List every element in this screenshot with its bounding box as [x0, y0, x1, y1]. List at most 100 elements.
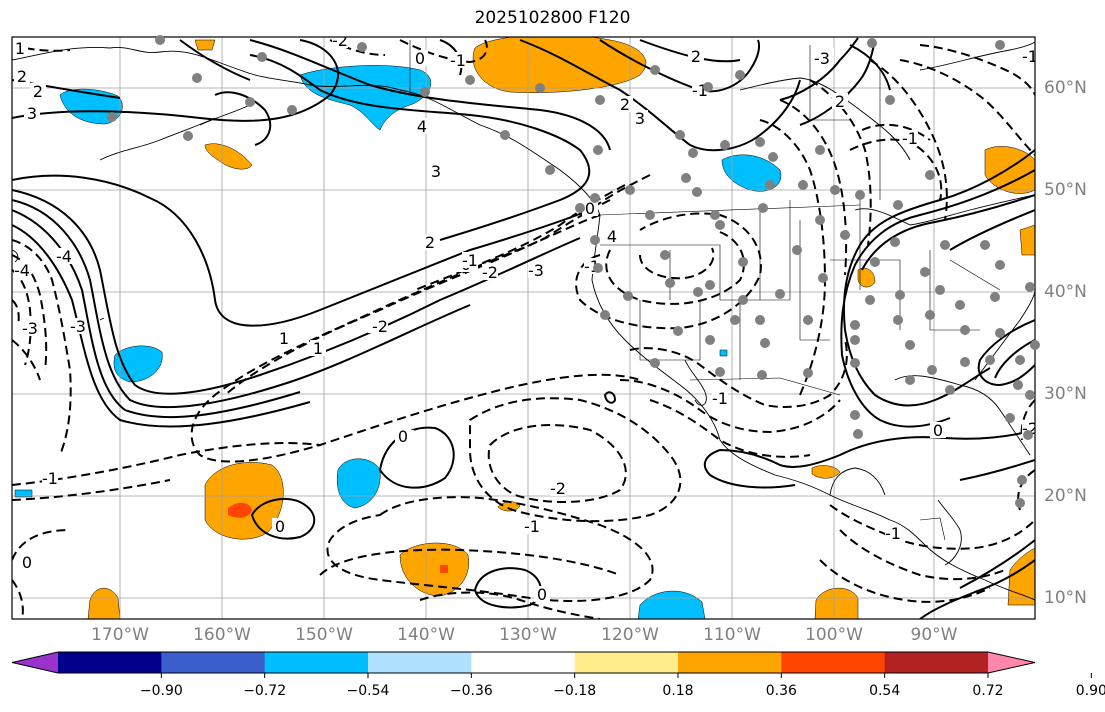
contour-label-background: [272, 518, 288, 534]
shaded-anomaly-regions: [14, 37, 1035, 619]
colorbar-segment: [781, 652, 886, 673]
contour-label: 4: [607, 227, 617, 246]
latitude-label: 10°N: [1044, 588, 1087, 608]
colorbar-segment: [368, 652, 472, 673]
contour-label: -2: [372, 317, 388, 336]
latitude-label: 60°N: [1044, 78, 1087, 98]
contour-label-background: [42, 470, 58, 486]
contour-label-background: [712, 390, 728, 406]
contour-label: 0: [22, 553, 32, 572]
colorbar-tick-label: −0.54: [346, 683, 390, 699]
contour-label: 1: [15, 39, 25, 58]
contour-label-background: [19, 554, 35, 570]
contour-label-background: [832, 93, 848, 109]
contour-label: -2: [332, 31, 348, 50]
colorbar-extend-low: [12, 652, 58, 673]
colorbar-tick-label: 0.54: [869, 683, 901, 699]
longitude-label: 110°W: [703, 625, 761, 645]
contour-label-background: [550, 480, 566, 496]
contour-label-background: [30, 83, 46, 99]
contour-label-background: [24, 105, 40, 121]
latitude-label: 20°N: [1044, 486, 1087, 506]
contour-label: -1: [902, 129, 918, 148]
contour-label: -3: [814, 49, 830, 68]
contour-label-background: [276, 330, 292, 346]
contour-label: -1: [885, 524, 901, 543]
contour-label: -3: [22, 319, 38, 338]
contour-label-background: [482, 264, 498, 280]
dashed-contours: [12, 39, 1035, 619]
longitude-label: 130°W: [499, 625, 557, 645]
contour-label-background: [414, 118, 430, 134]
contour-label-background: [604, 228, 620, 244]
contour-label: 1: [313, 339, 323, 358]
colorbar-segment: [574, 652, 679, 673]
political-boundaries: [409, 40, 1001, 541]
contour-label: -4: [14, 261, 30, 280]
contour-label: 2: [425, 233, 435, 252]
contour-label-background: [372, 318, 388, 334]
latitude-label: 30°N: [1044, 384, 1087, 404]
contour-label: 3: [431, 162, 441, 181]
contour-label: 0: [933, 421, 943, 440]
contour-label-background: [534, 586, 550, 602]
coastlines-and-borders: [12, 41, 1035, 601]
contour-label: -2: [482, 263, 498, 282]
contour-label-background: [524, 518, 540, 534]
contour-label: 2: [33, 82, 43, 101]
colorbar-tick-label: −0.18: [553, 683, 597, 699]
contour-label: 3: [635, 109, 645, 128]
contour-label-background: [582, 200, 598, 216]
colorbar-outline: [11, 651, 1036, 674]
latitude-label: 40°N: [1044, 282, 1087, 302]
contour-label: 4: [417, 117, 427, 136]
colorbar-tick-label: 0.36: [765, 683, 797, 699]
contour-label-background: [14, 262, 30, 278]
contour-label: 2: [835, 92, 845, 111]
latitude-label: 50°N: [1044, 180, 1087, 200]
contour-label-background: [428, 163, 444, 179]
station-markers: [107, 35, 1040, 508]
contour-label-background: [332, 37, 348, 48]
contour-label: -1: [524, 517, 540, 536]
longitude-label: 140°W: [397, 625, 455, 645]
colorbar-segment: [264, 652, 369, 673]
longitude-label: 150°W: [295, 625, 353, 645]
contour-label-background: [310, 340, 326, 356]
contour-label: -1: [712, 389, 728, 408]
contour-label: 2: [17, 67, 27, 86]
contour-label-background: [395, 428, 411, 444]
longitude-label: 170°W: [91, 625, 149, 645]
contour-label: 2: [691, 47, 701, 66]
contour-label-background: [462, 252, 478, 268]
contour-labels: 1223-2-10-12343222012210-1-2-3-10-4-34-4…: [12, 31, 1038, 604]
contour-label-background: [814, 50, 830, 66]
colorbar-tick-label: −0.90: [139, 683, 183, 699]
contour-label: 2: [620, 95, 630, 114]
contour-label: 0: [537, 585, 547, 604]
contour-label-background: [1022, 48, 1035, 64]
contour-label: -3: [70, 317, 86, 336]
colorbar-tick-label: −0.72: [243, 683, 287, 699]
colorbar-segment: [678, 652, 782, 673]
longitude-label: 160°W: [193, 625, 251, 645]
contour-label: 1: [279, 329, 289, 348]
contour-label: -1: [1022, 47, 1038, 66]
contour-label-background: [688, 48, 704, 64]
longitude-label: 90°W: [910, 625, 958, 645]
contour-label: 0: [585, 199, 595, 218]
contour-label-background: [22, 320, 38, 336]
contour-label-background: [885, 525, 901, 541]
colorbar-segment: [471, 652, 576, 673]
map-title: 2025102800 F120: [474, 8, 631, 28]
contour-label-background: [422, 234, 438, 250]
contour-label: 0: [415, 49, 425, 68]
colorbar-tick-label: −0.36: [449, 683, 493, 699]
colorbar-segment: [884, 652, 989, 673]
contour-label-background: [632, 110, 648, 126]
contour-label-background: [450, 52, 466, 68]
contour-label: -1: [450, 51, 466, 70]
contour-label: -1: [462, 251, 478, 270]
solid-contours: [12, 37, 1035, 619]
